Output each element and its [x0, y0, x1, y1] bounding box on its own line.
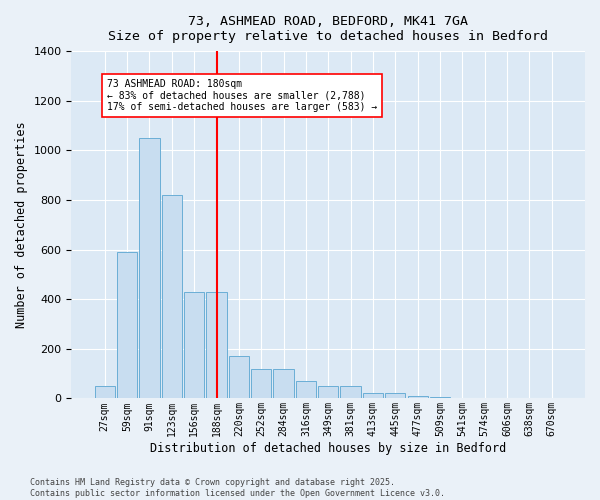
Text: Contains HM Land Registry data © Crown copyright and database right 2025.
Contai: Contains HM Land Registry data © Crown c…: [30, 478, 445, 498]
Bar: [296, 381, 316, 398]
Bar: [407, 396, 428, 398]
Title: 73, ASHMEAD ROAD, BEDFORD, MK41 7GA
Size of property relative to detached houses: 73, ASHMEAD ROAD, BEDFORD, MK41 7GA Size…: [108, 15, 548, 43]
Bar: [251, 368, 271, 398]
Bar: [363, 394, 383, 398]
Bar: [385, 394, 405, 398]
Bar: [117, 252, 137, 398]
Bar: [95, 386, 115, 398]
Text: 73 ASHMEAD ROAD: 180sqm
← 83% of detached houses are smaller (2,788)
17% of semi: 73 ASHMEAD ROAD: 180sqm ← 83% of detache…: [107, 79, 377, 112]
Bar: [139, 138, 160, 398]
Bar: [274, 368, 293, 398]
Bar: [430, 397, 450, 398]
Bar: [184, 292, 204, 399]
Bar: [340, 386, 361, 398]
Y-axis label: Number of detached properties: Number of detached properties: [15, 122, 28, 328]
Bar: [206, 292, 227, 399]
Bar: [318, 386, 338, 398]
X-axis label: Distribution of detached houses by size in Bedford: Distribution of detached houses by size …: [150, 442, 506, 455]
Bar: [229, 356, 249, 399]
Bar: [162, 195, 182, 398]
